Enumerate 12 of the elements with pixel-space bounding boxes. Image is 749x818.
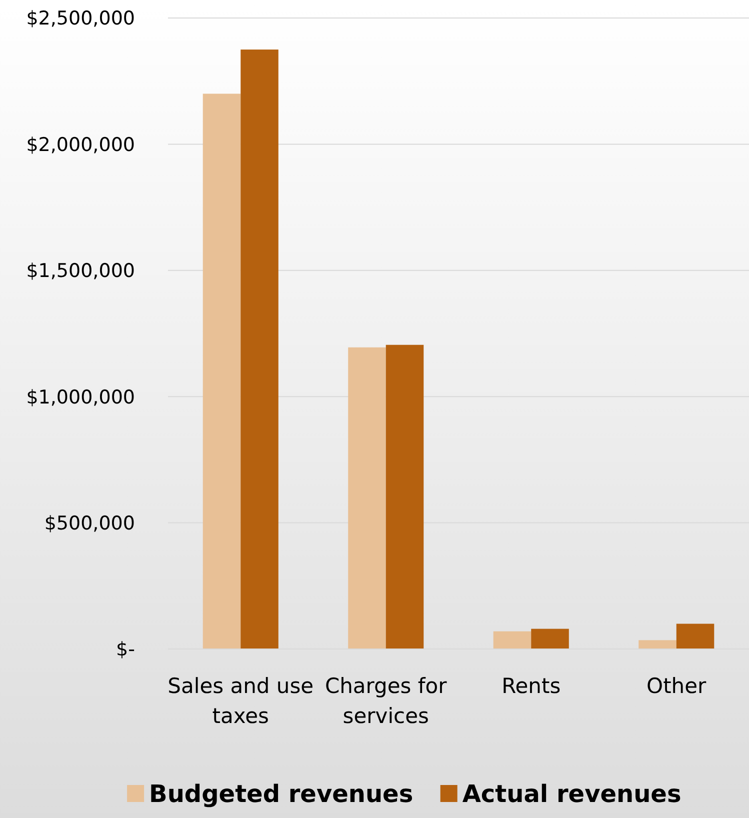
x-tick-label: Charges for services	[324, 674, 448, 728]
x-tick-label: Sales and use taxes	[168, 674, 314, 728]
y-tick-label: $2,000,000	[26, 134, 135, 156]
y-tick-label: $1,500,000	[26, 260, 135, 282]
y-tick-label: $-	[116, 638, 135, 661]
y-tick-label: $2,500,000	[26, 8, 135, 30]
x-tick-label: Other	[646, 674, 707, 698]
legend-label: Actual revenues	[462, 780, 682, 808]
y-tick-label: $500,000	[44, 512, 135, 534]
y-tick-label: $1,000,000	[26, 386, 135, 408]
legend-label: Budgeted revenues	[149, 780, 414, 808]
x-tick-label: Rents	[502, 674, 561, 698]
